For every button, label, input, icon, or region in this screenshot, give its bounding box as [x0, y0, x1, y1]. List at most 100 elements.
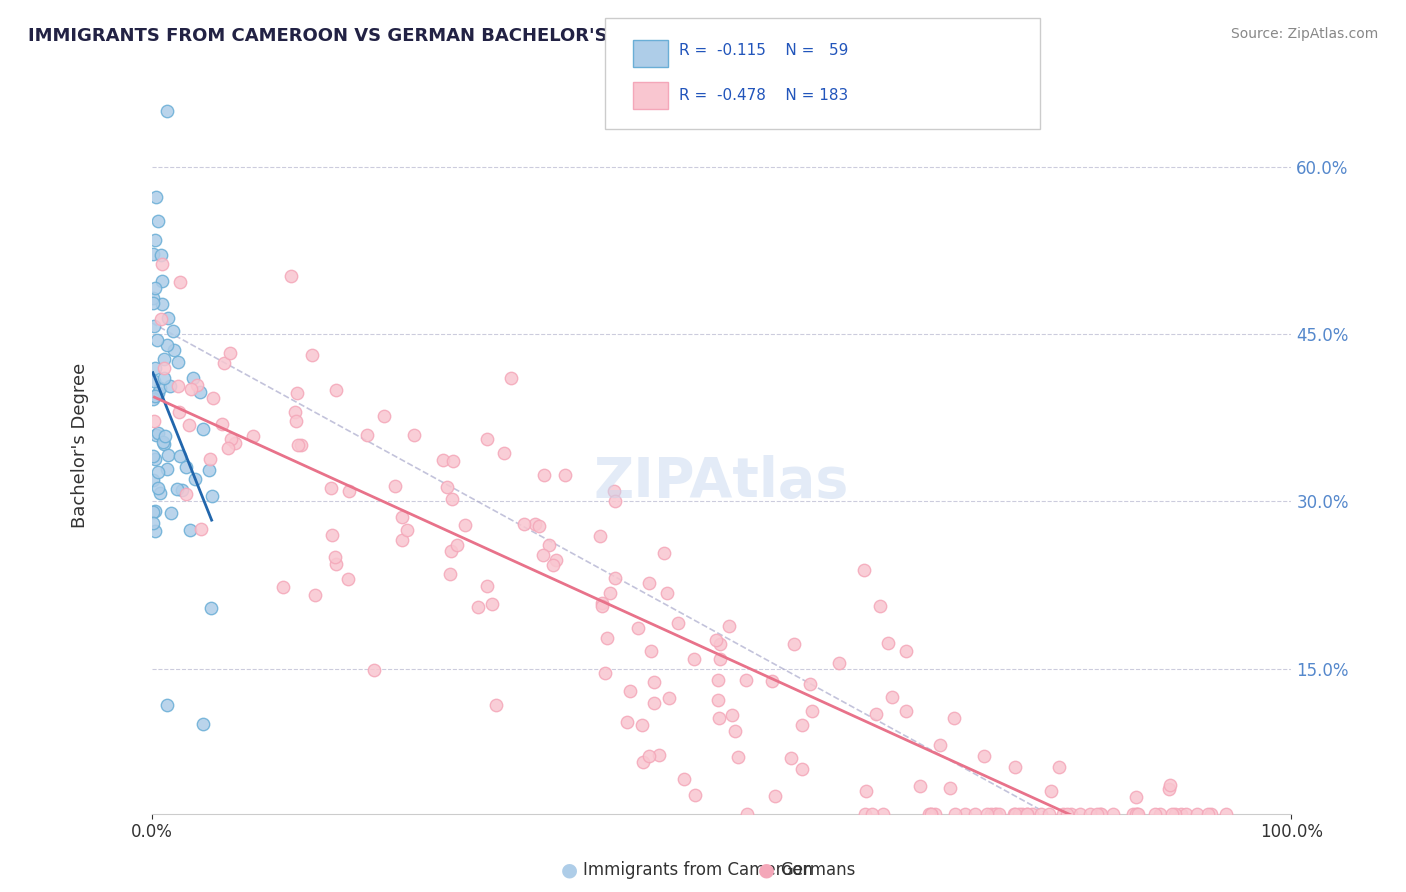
Point: [917, 806, 939, 821]
Point: [290, 438, 312, 452]
Point: [325, 383, 347, 397]
Point: [142, 392, 165, 407]
Point: [404, 427, 426, 442]
Point: [446, 538, 468, 552]
Point: [166, 482, 188, 496]
Point: [193, 717, 215, 731]
Point: [323, 549, 346, 564]
Point: [1029, 806, 1052, 821]
Point: [1004, 760, 1026, 774]
Point: [596, 631, 619, 645]
Point: [391, 533, 413, 548]
Point: [533, 468, 555, 483]
Point: [983, 806, 1005, 821]
Point: [1197, 806, 1219, 821]
Point: [939, 780, 962, 795]
Point: [626, 620, 648, 634]
Point: [321, 527, 343, 541]
Point: [150, 257, 173, 271]
Point: [436, 480, 458, 494]
Point: [304, 588, 326, 602]
Point: [920, 806, 942, 821]
Point: [384, 479, 406, 493]
Point: [467, 599, 489, 614]
Point: [1122, 806, 1144, 821]
Point: [783, 637, 806, 651]
Point: [943, 806, 966, 821]
Point: [142, 516, 165, 530]
Point: [143, 375, 166, 389]
Point: [142, 473, 165, 487]
Point: [658, 691, 681, 706]
Point: [159, 378, 181, 392]
Point: [149, 312, 172, 326]
Text: Germans: Germans: [780, 861, 856, 879]
Point: [475, 579, 498, 593]
Text: Source: ZipAtlas.com: Source: ZipAtlas.com: [1230, 27, 1378, 41]
Point: [167, 355, 190, 369]
Point: [638, 748, 661, 763]
Point: [163, 343, 186, 357]
Point: [792, 718, 814, 732]
Point: [146, 333, 169, 347]
Point: [929, 739, 952, 753]
Point: [142, 450, 165, 464]
Point: [616, 714, 638, 729]
Point: [1164, 806, 1187, 821]
Point: [142, 505, 165, 519]
Point: [1157, 781, 1180, 796]
Point: [143, 451, 166, 466]
Point: [638, 575, 661, 590]
Point: [475, 433, 498, 447]
Point: [1008, 806, 1031, 821]
Point: [1159, 778, 1181, 792]
Point: [523, 516, 546, 531]
Point: [1185, 806, 1208, 821]
Point: [1011, 806, 1033, 821]
Point: [531, 548, 554, 562]
Point: [763, 789, 786, 803]
Point: [337, 483, 360, 498]
Point: [801, 704, 824, 718]
Point: [186, 377, 208, 392]
Point: [146, 214, 169, 228]
Point: [657, 586, 679, 600]
Point: [242, 428, 264, 442]
Point: [174, 487, 197, 501]
Point: [440, 491, 463, 506]
Point: [156, 448, 179, 462]
Point: [924, 806, 946, 821]
Point: [396, 523, 419, 537]
Point: [1149, 806, 1171, 821]
Point: [973, 749, 995, 764]
Point: [908, 779, 931, 793]
Point: [169, 449, 191, 463]
Point: [1215, 806, 1237, 821]
Point: [1047, 760, 1070, 774]
Point: [1085, 806, 1108, 821]
Point: [537, 538, 560, 552]
Point: [143, 503, 166, 517]
Point: [780, 751, 803, 765]
Point: [143, 361, 166, 376]
Point: [142, 296, 165, 310]
Point: [1078, 806, 1101, 821]
Point: [761, 674, 783, 689]
Point: [1175, 806, 1198, 821]
Point: [709, 636, 731, 650]
Point: [976, 806, 998, 821]
Point: [201, 391, 224, 405]
Point: [707, 693, 730, 707]
Point: [860, 806, 883, 821]
Point: [605, 493, 627, 508]
Point: [652, 546, 675, 560]
Point: [943, 711, 966, 725]
Point: [337, 572, 360, 586]
Point: [143, 524, 166, 538]
Point: [1002, 806, 1025, 821]
Point: [219, 346, 242, 360]
Point: [1125, 806, 1147, 821]
Point: [200, 600, 222, 615]
Point: [440, 543, 463, 558]
Point: [160, 506, 183, 520]
